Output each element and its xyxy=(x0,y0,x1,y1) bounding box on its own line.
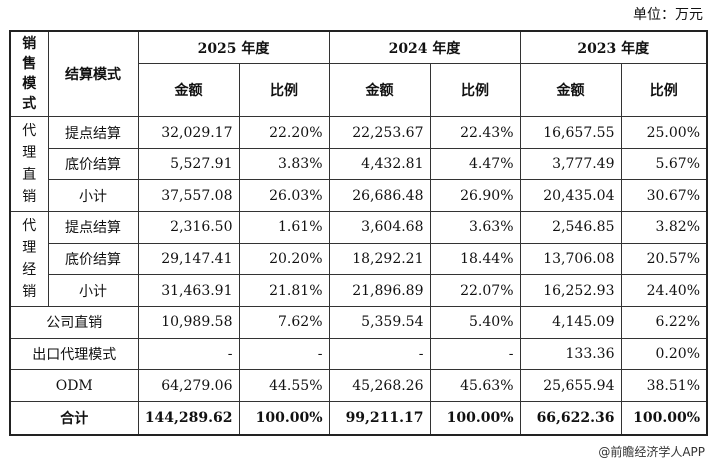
cell: 64,279.06 xyxy=(137,369,240,402)
cell: - xyxy=(328,337,431,371)
cell: 5,527.91 xyxy=(137,147,240,181)
header-settlement-mode: 结算模式 xyxy=(47,30,139,118)
cell: 16,252.93 xyxy=(519,274,622,307)
cell: 29,147.41 xyxy=(137,242,240,276)
cell: 3.82% xyxy=(620,211,708,244)
header-amount-2023: 金额 xyxy=(519,63,622,118)
cell: 24.40% xyxy=(620,274,708,307)
cell: 3.63% xyxy=(429,211,521,244)
cell: 18,292.21 xyxy=(328,242,431,276)
group-agent-distribution: 代理经销 xyxy=(9,211,49,307)
table-row: 出口代理模式 - - - - 133.36 0.20% xyxy=(9,337,708,371)
header-year-2025: 2025 年度 xyxy=(137,30,330,65)
table-row: 代理经销 提点结算 2,316.50 1.61% 3,604.68 3.63% … xyxy=(9,211,708,307)
total-row: 合计 144,289.62 100.00% 99,211.17 100.00% … xyxy=(9,400,708,436)
cell: - xyxy=(238,337,330,371)
cell: 1.61% xyxy=(238,211,330,244)
row-label: 出口代理模式 xyxy=(9,337,139,371)
cell: 20,435.04 xyxy=(519,179,622,213)
cell: 100.00% xyxy=(620,400,708,436)
header-ratio-2025: 比例 xyxy=(238,63,330,118)
row-label: ODM xyxy=(9,369,139,402)
header-ratio-2024: 比例 xyxy=(429,63,521,118)
cell: 25.00% xyxy=(620,116,708,149)
cell: 26.90% xyxy=(429,179,521,213)
cell: 22.43% xyxy=(429,116,521,149)
header-amount-2025: 金额 xyxy=(137,63,240,118)
row-label: 提点结算 xyxy=(47,211,139,244)
cell: 45,268.26 xyxy=(328,369,431,402)
cell: 21,896.89 xyxy=(328,274,431,307)
unit-label: 单位：万元 xyxy=(633,7,703,23)
cell: 99,211.17 xyxy=(328,400,431,436)
cell: 16,657.55 xyxy=(519,116,622,149)
cell: 45.63% xyxy=(429,369,521,402)
row-label: 公司直销 xyxy=(9,305,139,339)
row-label: 小计 xyxy=(47,179,139,213)
cell: 26,686.48 xyxy=(328,179,431,213)
row-label: 提点结算 xyxy=(47,116,139,149)
table-row: 小计 37,557.08 26.03% 26,686.48 26.90% 20,… xyxy=(10,179,708,213)
table-row: ODM 64,279.06 44.55% 45,268.26 45.63% 25… xyxy=(9,369,708,402)
cell: 2,316.50 xyxy=(137,211,240,244)
source-credit: @前瞻经济学人APP xyxy=(598,445,705,459)
cell: 22,253.67 xyxy=(328,116,431,149)
cell: 144,289.62 xyxy=(137,400,240,436)
table-row: 底价结算 29,147.41 20.20% 18,292.21 18.44% 1… xyxy=(10,242,708,276)
cell: 3,777.49 xyxy=(519,147,622,181)
header-sales-mode: 销售模式 xyxy=(9,30,49,118)
row-label: 底价结算 xyxy=(47,242,139,276)
cell: 32,029.17 xyxy=(137,116,240,149)
cell: 25,655.94 xyxy=(519,369,622,402)
cell: 10,989.58 xyxy=(137,305,240,339)
cell: 3.83% xyxy=(238,147,330,181)
cell: - xyxy=(137,337,240,371)
cell: 4,145.09 xyxy=(519,305,622,339)
cell: 20.57% xyxy=(620,242,708,276)
cell: 44.55% xyxy=(238,369,330,402)
cell: 18.44% xyxy=(429,242,521,276)
cell: 133.36 xyxy=(519,337,622,371)
cell: 22.07% xyxy=(429,274,521,307)
cell: 13,706.08 xyxy=(519,242,622,276)
cell: 66,622.36 xyxy=(519,400,622,436)
cell: 5.67% xyxy=(620,147,708,181)
table-row: 底价结算 5,527.91 3.83% 4,432.81 4.47% 3,777… xyxy=(10,147,708,181)
cell: 38.51% xyxy=(620,369,708,402)
table-row: 公司直销 10,989.58 7.62% 5,359.54 5.40% 4,14… xyxy=(9,305,708,339)
row-label: 小计 xyxy=(47,274,139,307)
cell: 5.40% xyxy=(429,305,521,339)
cell: 7.62% xyxy=(238,305,330,339)
row-label: 合计 xyxy=(9,400,139,436)
cell: 5,359.54 xyxy=(328,305,431,339)
cell: 20.20% xyxy=(238,242,330,276)
cell: 4,432.81 xyxy=(328,147,431,181)
cell: 2,546.85 xyxy=(519,211,622,244)
table-row: 小计 31,463.91 21.81% 21,896.89 22.07% 16,… xyxy=(10,274,708,307)
row-label: 底价结算 xyxy=(47,147,139,181)
cell: 0.20% xyxy=(620,337,708,371)
cell: 31,463.91 xyxy=(137,274,240,307)
cell: 4.47% xyxy=(429,147,521,181)
header-amount-2024: 金额 xyxy=(328,63,431,118)
cell: 30.67% xyxy=(620,179,708,213)
table-row: 代理直销 提点结算 32,029.17 22.20% 22,253.67 22.… xyxy=(9,116,708,213)
cell: 26.03% xyxy=(238,179,330,213)
header-year-2023: 2023 年度 xyxy=(519,30,708,65)
cell: - xyxy=(429,337,521,371)
header-year-2024: 2024 年度 xyxy=(328,30,521,65)
header-ratio-2023: 比例 xyxy=(620,63,708,118)
group-agent-direct: 代理直销 xyxy=(9,116,49,213)
sales-mode-table: 销售模式 结算模式 2025 年度 2024 年度 2023 年度 金额 比例 … xyxy=(9,30,708,436)
cell: 21.81% xyxy=(238,274,330,307)
cell: 22.20% xyxy=(238,116,330,149)
cell: 6.22% xyxy=(620,305,708,339)
cell: 100.00% xyxy=(238,400,330,436)
cell: 37,557.08 xyxy=(137,179,240,213)
cell: 3,604.68 xyxy=(328,211,431,244)
cell: 100.00% xyxy=(429,400,521,436)
